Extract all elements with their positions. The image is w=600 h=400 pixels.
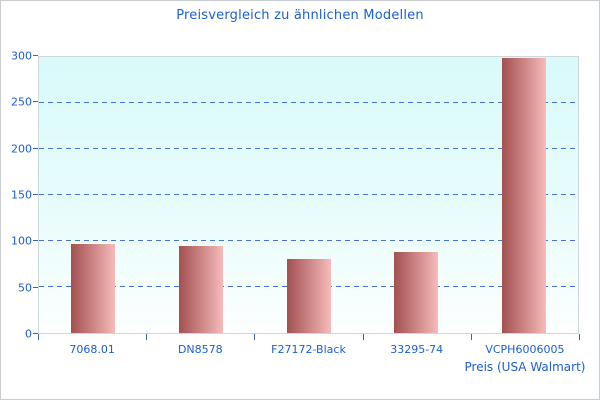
x-tick-mark [470, 334, 472, 340]
y-tick-mark [33, 147, 38, 149]
y-axis-labels: 0 50 100 150 200 250 300 [1, 51, 32, 340]
x-tick-mark [254, 334, 256, 340]
y-tick-label: 100 [11, 234, 32, 248]
x-tick-label-DN8578: DN8578 [177, 343, 223, 356]
y-tick-label: 0 [25, 327, 32, 341]
x-tick-label-7068.01: 7068.01 [69, 343, 115, 356]
y-tick-mark [33, 101, 38, 103]
x-axis-ticks [38, 334, 580, 340]
y-tick-label: 250 [11, 95, 32, 109]
x-tick-label-33295-74: 33295-74 [390, 343, 444, 356]
x-axis-title: Preis (USA Walmart) [464, 360, 586, 374]
x-tick-mark [579, 334, 580, 340]
gridline [39, 102, 578, 103]
bar-33295-74 [394, 252, 439, 333]
y-tick-mark [33, 55, 38, 56]
y-tick-mark [33, 194, 38, 195]
y-tick-label: 300 [11, 49, 32, 63]
bar-7068.01 [70, 243, 115, 333]
y-axis-ticks [33, 55, 38, 334]
gridline [39, 240, 578, 241]
x-tick-label-VCPH6006005: VCPH6006005 [485, 343, 565, 356]
gridline [39, 148, 578, 149]
plot-area [38, 56, 579, 334]
x-tick-mark [362, 334, 364, 340]
y-tick-label: 200 [11, 142, 32, 156]
bar-F27172-Black [286, 259, 331, 333]
x-tick-mark [146, 334, 148, 340]
x-tick-label-F27172-Black: F27172-Black [271, 343, 346, 356]
y-tick-mark [33, 333, 38, 334]
bar-DN8578 [178, 245, 223, 333]
chart-title: Preisvergleich zu ähnlichen Modellen [176, 8, 424, 23]
y-tick-mark [33, 240, 38, 242]
x-axis-labels: 7068.01 DN8578 F27172-Black 33295-74 VCPH600… [38, 343, 579, 357]
y-tick-label: 50 [18, 281, 32, 295]
y-tick-label: 150 [11, 188, 32, 202]
x-tick-mark [38, 334, 39, 340]
y-tick-mark [33, 286, 38, 288]
bar-VCPH6006005 [502, 57, 547, 333]
gridline [39, 194, 578, 195]
